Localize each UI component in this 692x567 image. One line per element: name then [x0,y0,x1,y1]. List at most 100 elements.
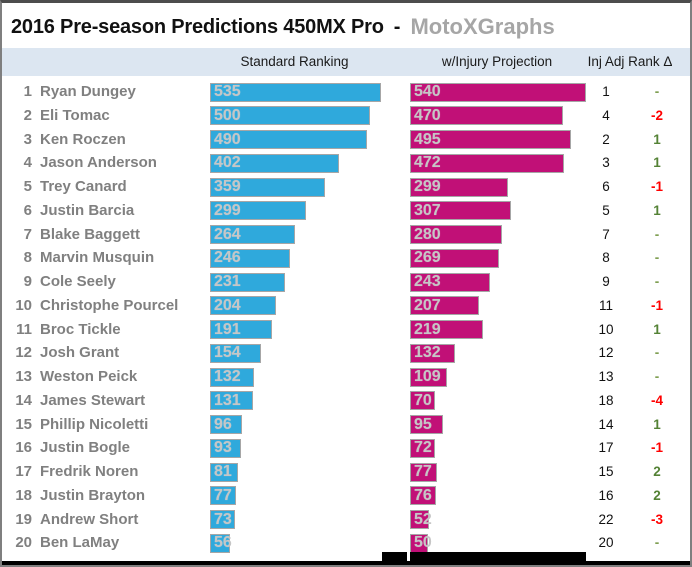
rider-name: Trey Canard [40,178,127,195]
inj-adj-rank-value: 1 [602,84,610,99]
injury-projection-bar [410,320,483,339]
injury-projection-value: 470 [414,106,441,124]
rank-delta-value: -4 [650,392,663,408]
standard-ranking-value: 56 [214,534,232,552]
rider-name: Josh Grant [40,344,120,362]
injury-projection-bar [410,248,499,268]
injury-projection-value: 70 [414,391,432,409]
bottom-black-edge [2,561,690,565]
injury-projection-value: 540 [414,83,441,100]
table-row: 16 Justin Bogle 93 72 17 -1 [2,436,690,460]
injury-projection-value: 109 [414,368,441,385]
injury-projection-value: 299 [414,178,441,195]
rider-position: 7 [23,225,32,243]
standard-ranking-value: 299 [214,201,241,219]
rider-position: 2 [23,106,32,124]
standard-ranking-value: 402 [214,154,241,172]
table-row: 1 Ryan Dungey 535 540 1 - [2,80,690,104]
standard-ranking-bar [210,510,235,529]
rider-name: Phillip Nicoletti [40,415,149,433]
standard-ranking-bar [210,438,241,458]
standard-ranking-value: 359 [214,178,241,195]
standard-ranking-bar [210,320,272,339]
injury-projection-bar [410,153,564,173]
rank-delta-value: - [654,345,660,361]
rider-position: 5 [23,178,32,195]
rider-position: 8 [23,249,32,267]
injury-projection-value: 495 [414,130,441,148]
injury-projection-bar [410,272,490,292]
rank-delta-value: -3 [650,511,663,527]
rider-name: Justin Brayton [40,486,146,504]
inj-adj-rank-value: 22 [598,511,614,527]
progress-bar-notch [407,552,410,565]
page-title: 2016 Pre-season Predictions 450MX Pro [11,15,384,38]
rank-delta-value: 1 [653,202,661,218]
rider-name: Justin Bogle [40,439,131,457]
table-row: 9 Cole Seely 231 243 9 - [2,270,690,294]
standard-ranking-bar [210,201,306,221]
rank-delta-value: - [654,535,660,551]
column-header-injury-projection: w/Injury Projection [441,54,553,69]
rank-delta-value: 1 [653,416,661,432]
rider-position: 18 [15,486,32,504]
rank-delta-value: - [654,250,660,266]
rank-delta-value: 1 [653,155,661,171]
table-row: 4 Jason Anderson 402 472 3 1 [2,151,690,175]
column-header-standard-ranking: Standard Ranking [240,54,349,69]
injury-projection-bar [410,438,435,458]
injury-projection-bar [410,367,447,387]
injury-projection-bar [410,201,511,221]
injury-projection-bar [410,225,502,244]
inj-adj-rank-value: 4 [602,107,610,123]
inj-adj-rank-value: 3 [602,155,610,171]
rank-delta-value: 2 [653,464,661,479]
rank-delta-value: - [654,274,660,289]
injury-projection-bar [410,415,443,434]
rider-name: Cole Seely [40,273,116,290]
table-row: 11 Broc Tickle 191 219 10 1 [2,318,690,342]
table-row: 15 Phillip Nicoletti 96 95 14 1 [2,413,690,437]
standard-ranking-value: 131 [214,391,241,409]
standard-ranking-value: 191 [214,320,241,338]
injury-projection-value: 52 [414,510,432,528]
column-header-band: Standard Ranking w/Injury Projection Inj… [2,48,690,76]
rider-name: Ben LaMay [40,534,120,552]
inj-adj-rank-value: 8 [602,250,610,266]
standard-ranking-bar [210,272,285,292]
injury-projection-bar [410,510,429,529]
standard-ranking-bar [210,391,253,411]
rider-name: Marvin Musquin [40,249,155,267]
inj-adj-rank-value: 17 [598,440,614,456]
rider-position: 9 [23,273,32,290]
rider-name: Ryan Dungey [40,83,136,100]
inj-adj-rank-value: 15 [598,464,614,479]
chart-rows: 1 Ryan Dungey 535 540 1-2 Eli Tomac 500 470 4 -2 3… [2,80,690,555]
column-header-inj-adj-rank-delta: Inj Adj Rank Δ [587,54,673,69]
injury-projection-value: 280 [414,225,441,243]
standard-ranking-value: 264 [214,225,241,243]
rider-name: Blake Baggett [40,225,141,243]
inj-adj-rank-value: 14 [598,416,614,432]
rank-delta-value: 2 [653,487,661,503]
rider-name: Broc Tickle [40,320,121,338]
injury-projection-value: 72 [414,439,432,457]
injury-projection-value: 472 [414,154,441,172]
standard-ranking-bar [210,177,325,197]
standard-ranking-value: 77 [214,486,232,504]
rider-position: 15 [15,415,32,433]
rider-position: 20 [15,534,32,552]
injury-projection-bar [410,106,563,126]
rider-position: 4 [23,154,32,172]
inj-adj-rank-value: 2 [602,131,610,147]
standard-ranking-value: 93 [214,439,232,457]
standard-ranking-value: 154 [214,344,241,362]
table-row: 7 Blake Baggett 264 280 7 - [2,223,690,247]
standard-ranking-value: 81 [214,463,232,480]
inj-adj-rank-value: 5 [602,202,610,218]
standard-ranking-bar [210,106,370,126]
table-row: 6 Justin Barcia 299 307 5 1 [2,199,690,223]
table-row: 10 Christophe Pourcel 204 207 11 -1 [2,294,690,318]
inj-adj-rank-value: 11 [598,297,613,313]
rider-position: 13 [15,368,32,385]
